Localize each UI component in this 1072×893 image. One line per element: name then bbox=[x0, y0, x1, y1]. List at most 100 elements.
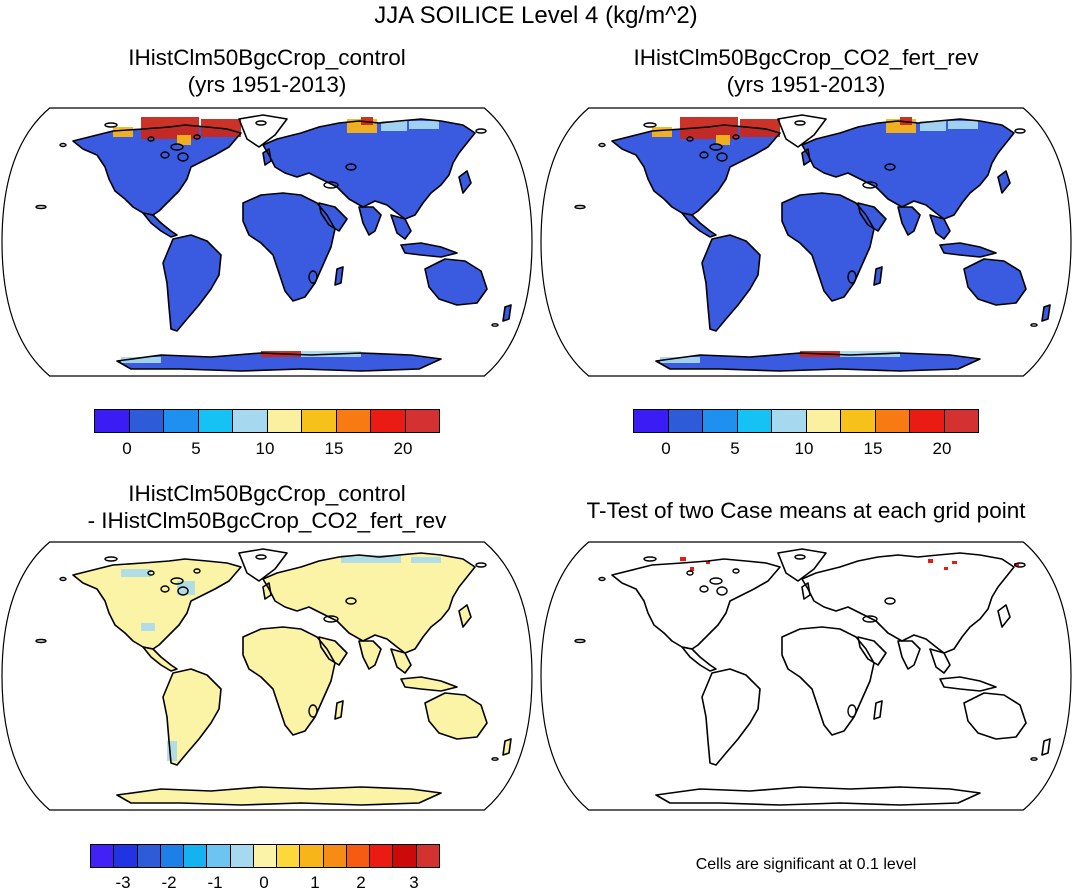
coastline-centralAmerica bbox=[681, 212, 717, 238]
coastline-eurasia bbox=[262, 118, 476, 220]
land-northAmerica bbox=[612, 125, 780, 215]
colorbar-co2 bbox=[633, 409, 979, 433]
island-outline bbox=[574, 204, 586, 210]
lake-outline bbox=[699, 151, 709, 159]
coastline-antarctica bbox=[655, 352, 981, 372]
panel-co2-title: IHistClm50BgcCrop_CO2_fert_rev (yrs 1951… bbox=[540, 44, 1072, 98]
map-difference bbox=[1, 541, 533, 811]
significant-cell bbox=[944, 567, 948, 570]
lake-outline bbox=[847, 270, 857, 284]
panel-diff-title-line2: - IHistClm50BgcCrop_CO2_fert_rev bbox=[87, 508, 447, 533]
panel-control-title: IHistClm50BgcCrop_control (yrs 1951-2013… bbox=[1, 44, 533, 98]
coastline-northAmerica bbox=[611, 558, 781, 650]
land-australia bbox=[425, 693, 487, 739]
land-africa bbox=[243, 193, 335, 301]
island-outline bbox=[1030, 323, 1038, 327]
coastline-indonesia bbox=[939, 242, 997, 258]
land-africa bbox=[782, 193, 874, 301]
island-outline bbox=[59, 142, 67, 148]
coastline-indonesia bbox=[400, 242, 458, 258]
island-outline bbox=[643, 556, 657, 562]
map-content bbox=[574, 548, 1051, 806]
lake-outline bbox=[323, 181, 339, 189]
lake-outline bbox=[160, 151, 170, 159]
map-content bbox=[35, 114, 512, 372]
lake-outline bbox=[147, 136, 155, 142]
lake-outline bbox=[170, 143, 184, 151]
colorbar-difference-swatch bbox=[230, 845, 254, 867]
soil-ice-patch bbox=[121, 357, 161, 363]
coastline-greenland bbox=[238, 114, 288, 148]
colorbar-co2-swatch bbox=[772, 410, 807, 432]
soil-ice-patch bbox=[660, 357, 700, 363]
lake-outline bbox=[170, 577, 184, 585]
lake-outline bbox=[847, 704, 857, 718]
difference-patch bbox=[141, 623, 155, 631]
significant-cell bbox=[680, 557, 686, 561]
coastline-madagascar bbox=[873, 266, 883, 286]
soil-ice-patch bbox=[652, 127, 672, 137]
coastline-newZealand bbox=[502, 738, 512, 756]
colorbar-difference-swatch bbox=[277, 845, 301, 867]
land-australia bbox=[425, 259, 487, 305]
significant-cell bbox=[952, 561, 957, 564]
coastline-eurasia bbox=[801, 552, 1015, 654]
land-arabia bbox=[858, 203, 886, 231]
lake-outline bbox=[862, 181, 878, 189]
coastline-seAsia bbox=[390, 214, 412, 240]
coastline-greenland bbox=[238, 548, 288, 582]
land-antarctica bbox=[656, 353, 980, 371]
colorbar-difference-swatch bbox=[137, 845, 161, 867]
land-northAmerica bbox=[73, 559, 241, 649]
map-content bbox=[35, 548, 512, 806]
colorbar-co2-swatch bbox=[806, 410, 841, 432]
lake-outline bbox=[709, 577, 723, 585]
land-eurasia bbox=[263, 119, 475, 219]
soil-ice-patch bbox=[409, 121, 439, 129]
land-antarctica bbox=[117, 787, 441, 805]
lake-outline bbox=[177, 586, 189, 596]
panel-diff-title: IHistClm50BgcCrop_control - IHistClm50Bg… bbox=[1, 480, 533, 534]
map-frame bbox=[540, 541, 1072, 811]
difference-patch bbox=[341, 555, 401, 563]
island-outline bbox=[491, 757, 499, 761]
coastline-japan bbox=[997, 604, 1011, 628]
panel-co2-title-line2: (yrs 1951-2013) bbox=[726, 72, 886, 97]
island-outline bbox=[1030, 757, 1038, 761]
lake-outline bbox=[732, 568, 740, 574]
colorbar-control-swatch bbox=[371, 410, 406, 432]
coastline-seAsia bbox=[929, 648, 951, 674]
colorbar-control bbox=[94, 409, 440, 433]
coastline-australia bbox=[424, 692, 488, 740]
land-southAmerica bbox=[163, 235, 221, 331]
lake-outline bbox=[732, 134, 740, 140]
lake-outline bbox=[862, 615, 878, 623]
land-southAmerica bbox=[702, 235, 760, 331]
land-australia bbox=[964, 693, 1026, 739]
soil-ice-patch bbox=[920, 121, 946, 131]
coastline-japan bbox=[458, 604, 472, 628]
coastline-seAsia bbox=[390, 648, 412, 674]
coastline-australia bbox=[424, 258, 488, 306]
colorbar-difference-swatch bbox=[346, 845, 371, 867]
map-frame bbox=[540, 107, 1072, 377]
colorbar-co2-swatch bbox=[703, 410, 738, 432]
island-outline bbox=[574, 638, 586, 644]
colorbar-control-tick-label: 20 bbox=[393, 439, 413, 458]
map-content bbox=[574, 114, 1051, 372]
panel-co2-title-line1: IHistClm50BgcCrop_CO2_fert_rev bbox=[633, 45, 979, 70]
island-outline bbox=[475, 562, 487, 568]
colorbar-difference-swatch bbox=[370, 845, 394, 867]
colorbar-difference-swatch bbox=[323, 845, 347, 867]
colorbar-co2-tick-label: 20 bbox=[932, 439, 952, 458]
coastline-arabia bbox=[318, 202, 348, 232]
coastline-india bbox=[897, 640, 921, 670]
colorbar-control-swatch bbox=[233, 410, 268, 432]
soil-ice-patch bbox=[381, 121, 407, 131]
coastline-arabia bbox=[857, 636, 887, 666]
colorbar-difference-tick-label: 2 bbox=[356, 873, 366, 892]
colorbar-difference-tick-label: 3 bbox=[409, 873, 419, 892]
coastline-newZealand bbox=[1041, 738, 1051, 756]
panel-diff-title-line1: IHistClm50BgcCrop_control bbox=[128, 481, 406, 506]
island-outline bbox=[59, 576, 67, 582]
